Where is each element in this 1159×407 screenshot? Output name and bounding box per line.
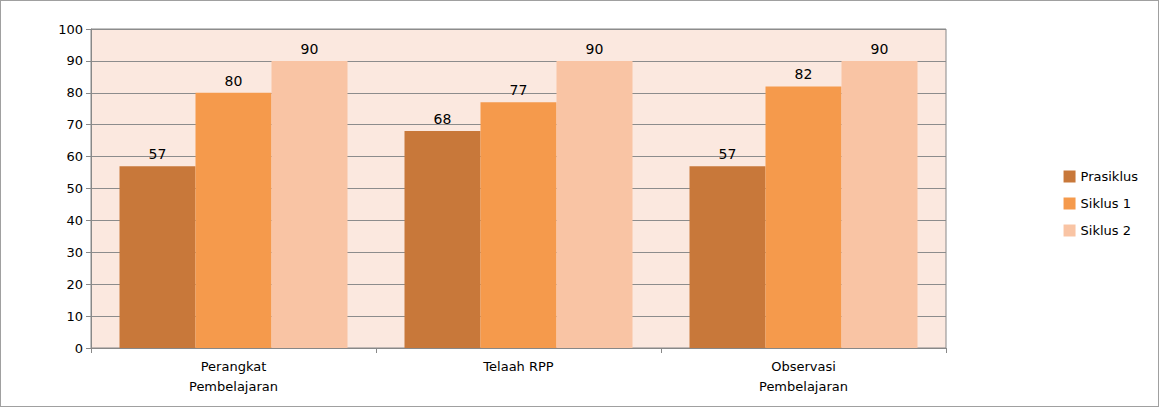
svg-text:82: 82 — [795, 66, 813, 82]
svg-text:0: 0 — [75, 341, 83, 356]
svg-text:Prasiklus: Prasiklus — [1081, 169, 1139, 184]
svg-text:80: 80 — [66, 85, 83, 100]
svg-text:Observasi: Observasi — [771, 359, 836, 374]
svg-text:90: 90 — [301, 41, 319, 57]
svg-text:80: 80 — [225, 73, 243, 89]
svg-text:77: 77 — [510, 82, 528, 98]
svg-text:50: 50 — [66, 181, 83, 196]
svg-text:Siklus 2: Siklus 2 — [1081, 223, 1131, 238]
svg-text:30: 30 — [66, 245, 83, 260]
svg-text:100: 100 — [58, 22, 83, 37]
svg-text:Telaah RPP: Telaah RPP — [482, 359, 554, 374]
svg-text:90: 90 — [871, 41, 889, 57]
svg-text:57: 57 — [719, 146, 737, 162]
svg-text:70: 70 — [66, 117, 83, 132]
svg-text:Pembelajaran: Pembelajaran — [759, 379, 848, 394]
svg-text:10: 10 — [66, 309, 83, 324]
svg-text:40: 40 — [66, 213, 83, 228]
svg-text:Pembelajaran: Pembelajaran — [189, 379, 278, 394]
svg-text:90: 90 — [586, 41, 604, 57]
svg-text:20: 20 — [66, 277, 83, 292]
svg-text:90: 90 — [66, 53, 83, 68]
svg-text:68: 68 — [434, 111, 452, 127]
svg-text:Perangkat: Perangkat — [201, 359, 267, 374]
svg-text:Siklus 1: Siklus 1 — [1081, 196, 1131, 211]
svg-text:60: 60 — [66, 149, 83, 164]
svg-text:57: 57 — [149, 146, 167, 162]
